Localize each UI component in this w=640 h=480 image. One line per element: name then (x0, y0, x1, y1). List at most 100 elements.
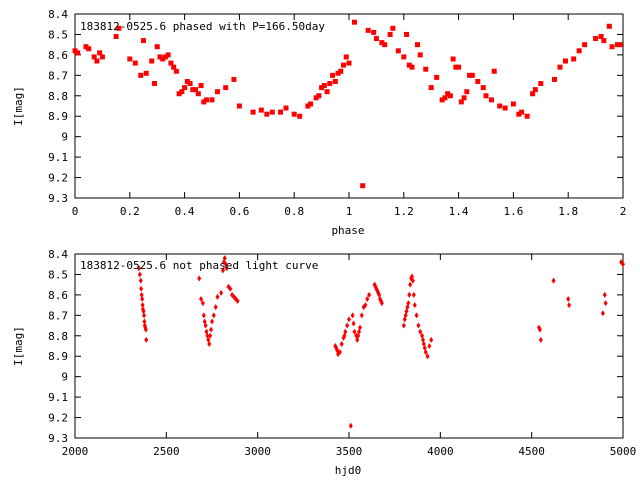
phased-data-point (151, 81, 157, 87)
phased-data-point (269, 109, 275, 115)
phased-data-point (324, 89, 330, 95)
phased-y-tick-label: 9.2 (48, 172, 68, 185)
unphased-data-point (414, 312, 419, 319)
unphased-data-point (215, 293, 220, 300)
phased-data-point (593, 36, 599, 42)
unphased-y-axis-label: I[mag] (12, 326, 25, 366)
unphased-data-point (348, 422, 353, 429)
unphased-data-point (352, 328, 357, 335)
unphased-x-tick-label: 4000 (427, 445, 454, 458)
phased-x-tick-label: 0 (72, 205, 79, 218)
unphased-data-point (408, 281, 413, 288)
unphased-data-point (347, 316, 351, 323)
phased-data-point (598, 33, 604, 39)
unphased-data-point (139, 291, 144, 298)
phased-data-point (179, 89, 185, 95)
phased-data-point (406, 62, 412, 68)
phased-data-point (165, 52, 171, 58)
unphased-y-tick-label: 8.9 (48, 350, 68, 363)
unphased-x-tick-label: 3000 (244, 445, 271, 458)
phased-data-point (461, 95, 467, 101)
phased-data-point (141, 38, 146, 44)
phased-data-point (371, 29, 377, 35)
unphased-data-point (603, 300, 608, 307)
phased-data-point (373, 36, 379, 42)
phased-data-point (168, 60, 174, 66)
phased-data-point (365, 27, 371, 33)
phased-data-point (321, 83, 327, 89)
phased-data-point (483, 93, 489, 99)
phased-y-tick-label: 8.9 (48, 110, 68, 123)
phased-data-point (187, 81, 193, 87)
phased-data-point (335, 70, 341, 76)
phased-data-point (86, 46, 92, 52)
phased-x-tick-label: 1.6 (503, 205, 523, 218)
unphased-x-tick-label: 2500 (153, 445, 180, 458)
unphased-y-tick-label: 9.2 (48, 412, 68, 425)
unphased-data-point (423, 349, 428, 356)
unphased-data-point (427, 343, 432, 349)
unphased-y-tick-label: 8.8 (48, 330, 68, 343)
unphased-data-point (351, 320, 356, 327)
phased-data-point (83, 44, 89, 50)
phased-data-point (519, 109, 525, 115)
unphased-x-tick-label: 4500 (518, 445, 545, 458)
phased-data-point (201, 99, 207, 105)
phased-light-curve-panel: phase I[mag] 8.4 8.5 8.6 8.7 8.8 8.9 9 9.1 9.2 9.… (12, 8, 626, 237)
phased-data-point (171, 64, 177, 70)
unphased-data-point (142, 318, 147, 325)
phased-data-point (75, 50, 81, 56)
phased-y-tick-label: 8.5 (48, 28, 68, 41)
phased-data-point (176, 91, 182, 97)
unphased-data-point (350, 312, 355, 319)
unphased-data-point (537, 326, 542, 333)
phased-data-point (497, 103, 503, 109)
phased-data-point (434, 74, 440, 80)
phased-data-point (442, 95, 448, 101)
unphased-data-point (621, 261, 625, 268)
phased-x-tick-label: 0.2 (120, 205, 140, 218)
phased-data-point (475, 78, 481, 84)
unphased-y-tick-label: 9.3 (48, 432, 68, 445)
phased-data-point (428, 85, 434, 91)
unphased-y-tick-label: 8.6 (48, 289, 68, 302)
phased-data-point (510, 101, 516, 107)
phased-data-point (319, 85, 325, 91)
phased-data-point (351, 19, 357, 25)
phased-data-point (160, 56, 166, 62)
unphased-data-point (209, 326, 214, 333)
phased-data-point (456, 64, 462, 70)
unphased-data-point (365, 295, 370, 302)
phased-data-point (516, 111, 522, 117)
phased-data-point (291, 111, 297, 117)
unphased-data-point (136, 265, 141, 272)
phased-x-tick-label: 0.8 (284, 205, 304, 218)
phased-x-tick-label: 1.8 (558, 205, 578, 218)
phased-data-point (223, 85, 229, 91)
unphased-data-point (139, 285, 144, 292)
phased-data-point (316, 93, 322, 99)
phased-data-point (346, 60, 352, 66)
unphased-light-curve-panel: hjd0 I[mag] 8.4 8.5 8.6 8.7 8.8 8.9 9 9.1 9.2 9.3… (12, 248, 636, 477)
phased-x-tick-label: 1 (346, 205, 353, 218)
phased-data-point (491, 68, 497, 74)
phased-data-point (447, 93, 453, 99)
unphased-data-point (359, 312, 364, 319)
phased-data-point (297, 113, 303, 119)
phased-data-point (453, 64, 459, 70)
unphased-data-point (367, 291, 372, 298)
phased-data-point (198, 83, 204, 89)
unphased-data-point (411, 291, 416, 298)
unphased-data-point (228, 285, 233, 292)
unphased-data-point (140, 302, 145, 309)
phased-data-point (606, 23, 612, 29)
phased-data-point (209, 97, 215, 103)
unphased-data-point (208, 332, 213, 339)
phased-data-point (236, 103, 242, 109)
phased-data-point (327, 81, 333, 87)
phased-data-point (91, 54, 97, 60)
phased-data-point (258, 107, 264, 113)
unphased-data-point (429, 336, 434, 343)
unphased-y-tick-label: 9.1 (48, 391, 68, 404)
phased-data-point (488, 97, 494, 103)
